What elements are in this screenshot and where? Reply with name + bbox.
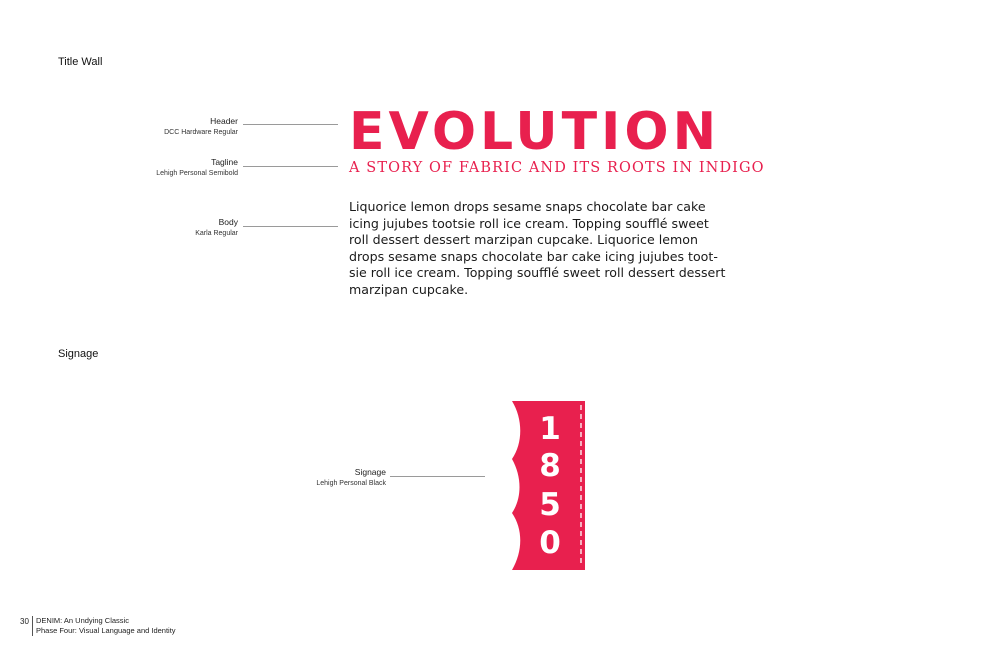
sign-digit: 5	[539, 487, 561, 523]
signage-banner-shape	[512, 401, 585, 570]
section-signage: Signage	[58, 348, 99, 360]
callout-tagline-font: Lehigh Personal Semibold	[156, 170, 238, 177]
callout-header-name: Header	[210, 116, 238, 126]
sign-digit: 1	[539, 411, 561, 447]
sample-body-line: icing jujubes tootsie roll ice cream. To…	[349, 215, 709, 231]
sample-body-line: marzipan cupcake.	[349, 281, 469, 297]
callout-body-rule	[243, 226, 338, 227]
callout-body-name: Body	[218, 217, 238, 227]
callout-tagline-rule	[243, 166, 338, 167]
callout-body-font: Karla Regular	[195, 230, 238, 237]
callout-header-font: DCC Hardware Regular	[164, 129, 238, 136]
sample-body-line: drops sesame snaps chocolate bar cake ic…	[349, 248, 718, 264]
callout-header-rule	[243, 124, 338, 125]
callout-header: Header DCC Hardware Regular	[38, 116, 238, 138]
footer-subtitle: Phase Four: Visual Language and Identity	[36, 626, 176, 635]
callout-signage-font: Lehigh Personal Black	[316, 480, 386, 487]
sample-body-line: Liquorice lemon drops sesame snaps choco…	[349, 199, 706, 214]
sample-tagline: A STORY OF FABRIC AND ITS ROOTS IN INDIG…	[349, 160, 765, 176]
section-title-wall: Title Wall	[58, 56, 103, 68]
sample-body-line: roll dessert dessert marzipan cupcake. L…	[349, 232, 698, 248]
banner-fill	[512, 401, 585, 570]
footer-text: DENIM: An Undying Classic Phase Four: Vi…	[32, 616, 176, 636]
signage-banner: 1 8 5 0	[509, 401, 587, 570]
callout-signage: Signage Lehigh Personal Black	[186, 467, 386, 489]
sample-body: Liquorice lemon drops sesame snaps choco…	[349, 199, 744, 299]
callout-signage-rule	[390, 476, 485, 477]
sign-digit: 8	[539, 448, 561, 484]
sign-digit: 0	[539, 525, 561, 561]
callout-body: Body Karla Regular	[38, 217, 238, 239]
sample-header: EVOLUTION	[349, 102, 721, 162]
callout-signage-name: Signage	[354, 467, 386, 477]
footer-title: DENIM: An Undying Classic	[36, 616, 129, 625]
callout-tagline-name: Tagline	[211, 157, 238, 167]
callout-tagline: Tagline Lehigh Personal Semibold	[38, 157, 238, 179]
page-number: 30	[20, 617, 29, 626]
sample-body-line: sie roll ice cream. Topping soufflé swee…	[349, 265, 726, 281]
